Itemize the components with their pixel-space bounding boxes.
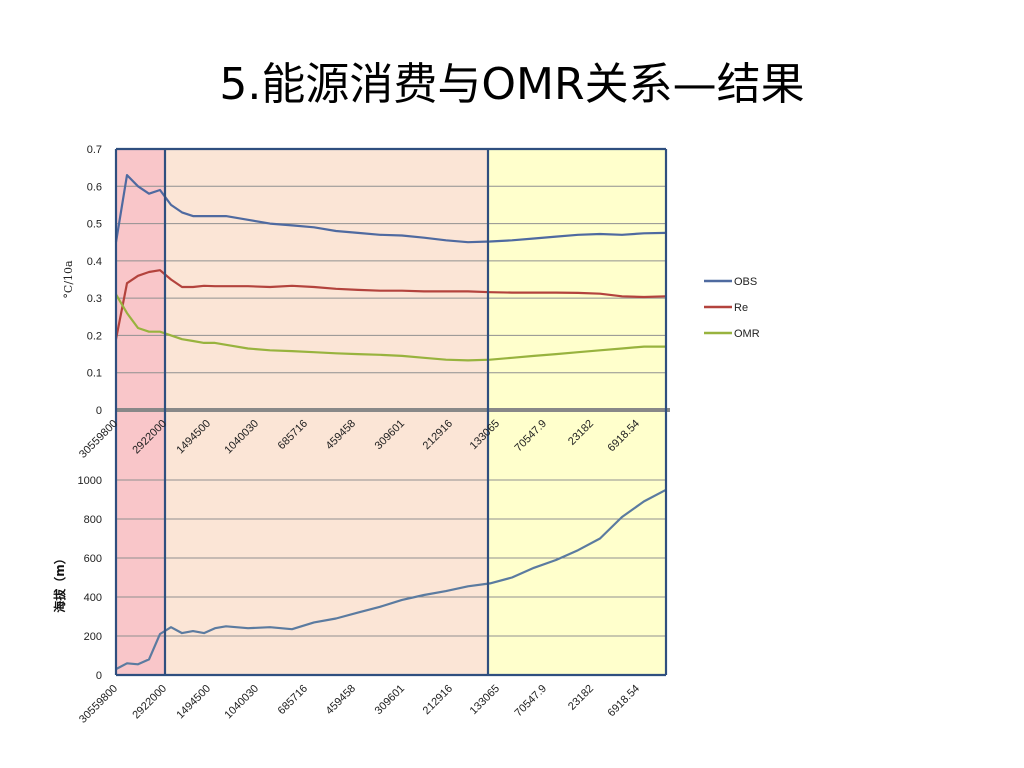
y-tick-label: 0.2 bbox=[87, 330, 102, 342]
legend-label: OBS bbox=[734, 276, 757, 288]
x-tick-label: 6918.54 bbox=[606, 683, 643, 720]
x-tick-label: 30559800 bbox=[77, 418, 120, 461]
x-tick-label: 309601 bbox=[373, 683, 407, 717]
y-tick-label: 0.6 bbox=[87, 181, 102, 193]
y-tick-label: 400 bbox=[84, 592, 102, 604]
x-tick-label: 685716 bbox=[276, 683, 310, 717]
x-tick-label: 2922000 bbox=[130, 683, 169, 722]
x-tick-label: 1040030 bbox=[222, 683, 261, 722]
y-tick-label: 1000 bbox=[78, 475, 102, 487]
upper-chart-lines bbox=[114, 174, 667, 362]
region-dividers bbox=[114, 147, 670, 677]
y-axis-label: °C/10a bbox=[62, 260, 75, 299]
y-tick-label: 0 bbox=[96, 405, 102, 417]
x-tick-label: 133065 bbox=[468, 683, 502, 717]
legend-label: Re bbox=[734, 302, 748, 314]
y-tick-label: 0.3 bbox=[87, 293, 102, 305]
y-tick-label: 800 bbox=[84, 514, 102, 526]
altitude-line bbox=[115, 488, 667, 671]
y-tick-label: 0.5 bbox=[87, 219, 102, 231]
y-tick-label: 0.7 bbox=[87, 144, 102, 156]
y-tick-label: 600 bbox=[84, 553, 102, 565]
y-tick-label: 200 bbox=[84, 631, 102, 643]
series-line-re bbox=[114, 269, 667, 340]
x-tick-label: 212916 bbox=[421, 683, 455, 717]
y-axis-label: 海拔（m） bbox=[52, 552, 67, 613]
x-tick-label: 459458 bbox=[324, 683, 358, 717]
y-tick-label: 0.1 bbox=[87, 368, 102, 380]
series-line-obs bbox=[114, 174, 667, 244]
y-tick-label: 0 bbox=[96, 670, 102, 682]
x-tick-label: 70547.9 bbox=[513, 683, 550, 720]
x-tick-label: 30559800 bbox=[77, 683, 120, 726]
x-tick-label: 1494500 bbox=[174, 683, 213, 722]
slide-title: 5.能源消费与OMR关系—结果 bbox=[219, 59, 805, 110]
y-tick-label: 0.4 bbox=[87, 256, 102, 268]
lower-chart-lines bbox=[115, 488, 667, 671]
x-tick-label: 23182 bbox=[566, 683, 596, 713]
legend-label: OMR bbox=[734, 328, 760, 340]
legend: OBS Re OMR bbox=[704, 276, 760, 340]
series-line-omr bbox=[115, 293, 666, 362]
